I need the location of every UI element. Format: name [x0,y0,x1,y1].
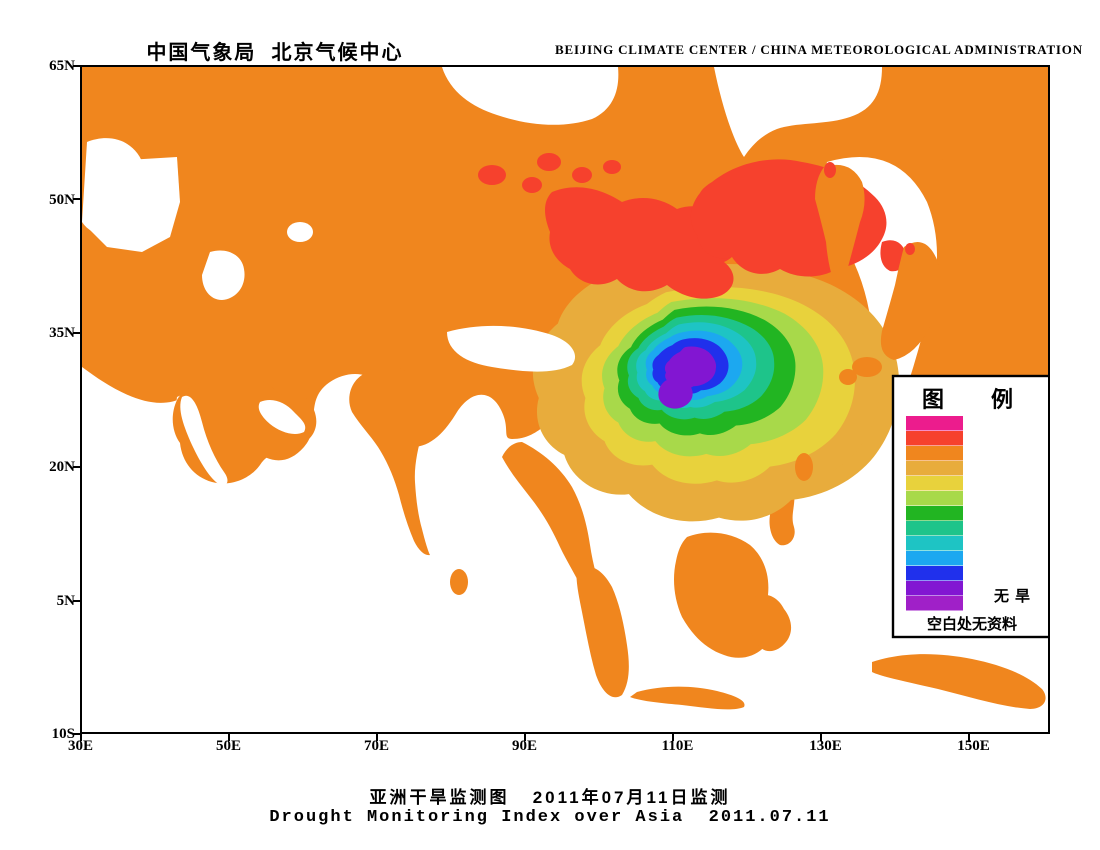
svg-text:图: 图 [922,387,944,412]
svg-text:例: 例 [991,387,1013,412]
svg-text:无 旱: 无 旱 [993,588,1030,605]
svg-text:空白处无资料: 空白处无资料 [927,615,1017,633]
